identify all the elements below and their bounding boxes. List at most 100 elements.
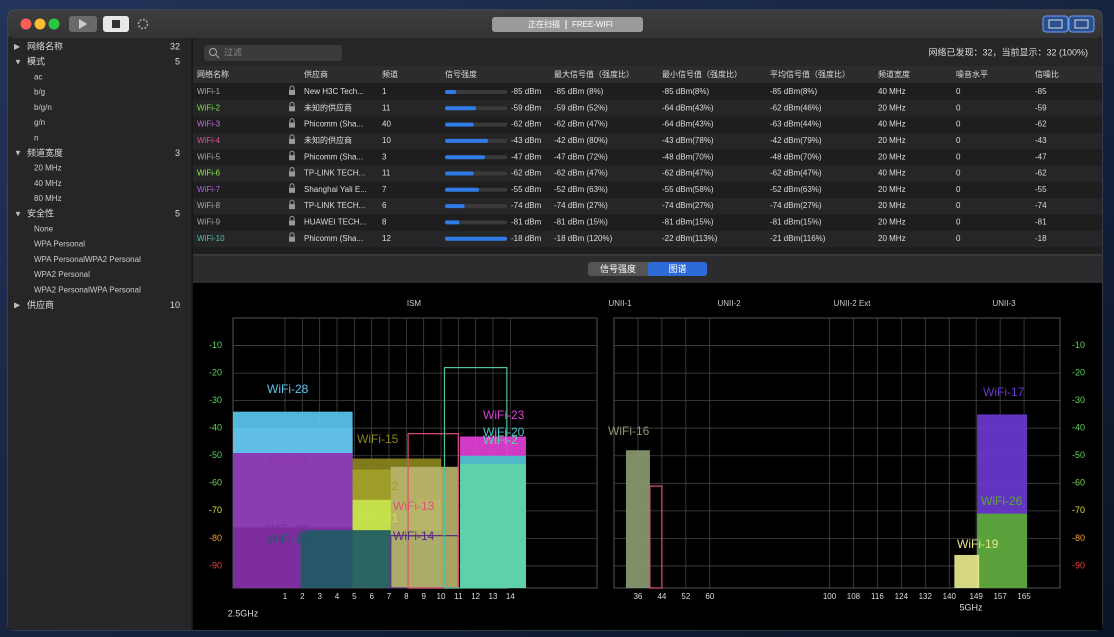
disclosure-arrow[interactable]: ▼ <box>14 57 22 66</box>
network-band[interactable] <box>407 433 459 589</box>
group-item[interactable]: n <box>34 133 38 142</box>
table-row[interactable] <box>193 132 1102 150</box>
group-item[interactable]: 20 MHz <box>34 164 62 173</box>
signal-label: -81 dBm <box>511 218 542 227</box>
stop-button[interactable] <box>103 16 129 32</box>
cell-max: -74 dBm (27%) <box>554 201 608 210</box>
group-item[interactable]: WPA Personal <box>34 240 85 249</box>
table-row[interactable] <box>193 84 1102 101</box>
group-item[interactable]: WPA2 Personal <box>34 270 90 279</box>
network-band[interactable] <box>649 485 663 589</box>
x-tick-label: 44 <box>657 592 666 601</box>
close-button[interactable] <box>20 18 32 30</box>
group-item[interactable]: g/n <box>34 118 45 127</box>
signal-label: -55 dBm <box>511 185 542 194</box>
tab[interactable]: 图谱 <box>668 263 686 274</box>
disclosure-arrow[interactable]: ▼ <box>14 149 22 158</box>
table-row[interactable] <box>193 100 1102 117</box>
column-header[interactable]: 平均信号值（强度比） <box>770 69 850 79</box>
network-band[interactable] <box>625 450 650 588</box>
network-band[interactable] <box>390 466 459 588</box>
x-tick-label: 36 <box>633 592 642 601</box>
x-tick-label: 11 <box>454 592 463 601</box>
table-row[interactable] <box>193 116 1102 133</box>
axis-label: 2.5GHz <box>228 608 259 618</box>
search-field[interactable] <box>204 45 342 61</box>
cell-width: 20 MHz <box>878 185 906 194</box>
sidebar-toggle[interactable] <box>1042 15 1069 33</box>
axis-label: 5GHz <box>959 602 983 612</box>
tab[interactable]: 信号强度 <box>600 263 636 274</box>
cell-vendor: Phicomm (Sha... <box>304 234 363 243</box>
cell-max: -85 dBm (8%) <box>554 87 604 96</box>
disclosure-arrow[interactable]: ▶ <box>14 42 21 51</box>
group-item[interactable]: b/g/n <box>34 103 52 112</box>
cell-noise: 0 <box>956 87 961 96</box>
table-row[interactable] <box>193 230 1102 247</box>
group-item[interactable]: b/g <box>34 88 45 97</box>
y-tick-label: -70 <box>1072 505 1085 515</box>
column-header[interactable]: 网络名称 <box>197 69 229 79</box>
x-tick-label: 12 <box>471 592 480 601</box>
disclosure-arrow[interactable]: ▼ <box>14 209 22 218</box>
network-band[interactable] <box>460 464 526 588</box>
cell-vendor: TP-LINK TECH... <box>304 169 365 178</box>
column-header[interactable]: 信噪比 <box>1035 69 1059 79</box>
y-tick-label: -20 <box>1072 367 1085 377</box>
filter-bar <box>193 38 1102 66</box>
column-header[interactable]: 信号强度 <box>445 69 477 79</box>
x-tick-label: 52 <box>681 592 690 601</box>
table-row[interactable] <box>193 181 1102 199</box>
lock-icon <box>289 220 295 226</box>
cell-channel: 1 <box>382 87 387 96</box>
group-count: 3 <box>175 148 180 158</box>
group-item[interactable]: WPA2 PersonalWPA Personal <box>34 285 141 294</box>
group-label[interactable]: 频道宽度 <box>27 147 63 158</box>
y-tick-label: -50 <box>1072 450 1085 460</box>
group-item[interactable]: 40 MHz <box>34 179 62 188</box>
disclosure-arrow[interactable]: ▶ <box>14 301 21 310</box>
column-header[interactable]: 频道 <box>382 69 398 79</box>
table-row[interactable] <box>193 198 1102 215</box>
group-item[interactable]: WPA PersonalWPA2 Personal <box>34 255 141 264</box>
column-header[interactable]: 供应商 <box>304 69 328 79</box>
play-button[interactable] <box>69 16 97 32</box>
network-label: WiFi-31 <box>357 511 399 525</box>
column-header[interactable]: 噪音水平 <box>956 69 988 79</box>
cell-snr: -74 <box>1035 201 1047 210</box>
table-row[interactable] <box>193 165 1102 182</box>
table-row[interactable] <box>193 214 1102 231</box>
cell-width: 20 MHz <box>878 218 906 227</box>
group-item[interactable]: ac <box>34 73 42 82</box>
cell-channel: 6 <box>382 201 387 210</box>
group-label[interactable]: 模式 <box>27 56 45 67</box>
x-tick-label: 165 <box>1017 592 1031 601</box>
minimize-button[interactable] <box>34 18 46 30</box>
cell-snr: -55 <box>1035 185 1047 194</box>
cell-avg: -48 dBm(70%) <box>770 152 822 161</box>
zoom-button[interactable] <box>48 18 60 30</box>
cell-avg: -62 dBm(46%) <box>770 103 822 112</box>
cell-vendor: 未知的供应商 <box>304 135 352 145</box>
network-band[interactable] <box>954 554 980 588</box>
group-item[interactable]: 80 MHz <box>34 194 62 203</box>
signal-bar <box>445 204 465 209</box>
network-band[interactable] <box>977 513 1028 588</box>
network-label: WiFi-30 <box>267 426 309 440</box>
group-label[interactable]: 供应商 <box>27 299 54 310</box>
group-count: 10 <box>170 300 180 310</box>
panel-toggle[interactable] <box>1068 15 1095 33</box>
group-label[interactable]: 安全性 <box>27 208 54 219</box>
table-row[interactable] <box>193 149 1102 166</box>
column-header[interactable]: 最小信号值（强度比） <box>662 69 742 79</box>
cell-width: 20 MHz <box>878 103 906 112</box>
signal-label: -74 dBm <box>511 201 542 210</box>
x-tick-label: 140 <box>943 592 957 601</box>
group-item[interactable]: None <box>34 225 54 234</box>
cell-width: 20 MHz <box>878 234 906 243</box>
table-header <box>193 66 1102 83</box>
signal-bar <box>445 122 474 127</box>
group-label[interactable]: 网络名称 <box>27 40 63 51</box>
column-header[interactable]: 频道宽度 <box>878 69 910 79</box>
column-header[interactable]: 最大信号值（强度比） <box>554 69 634 79</box>
